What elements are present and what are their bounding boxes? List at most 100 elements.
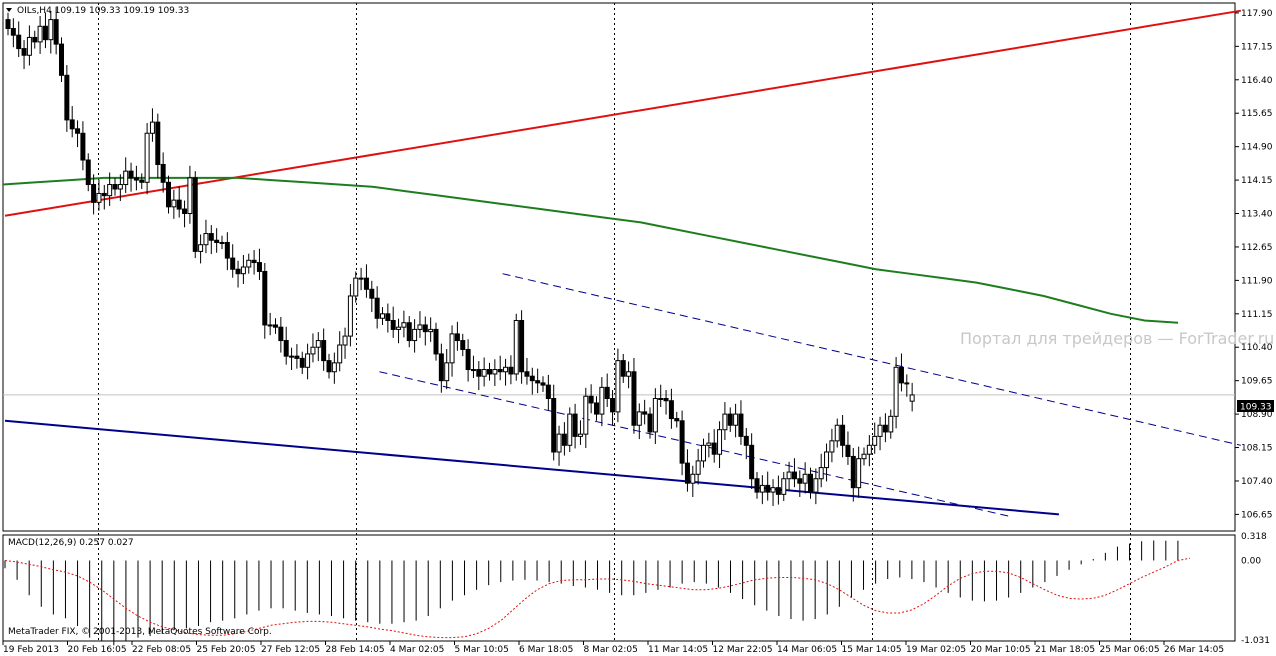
candle bbox=[599, 377, 605, 427]
candle bbox=[888, 409, 894, 439]
candle-body bbox=[16, 34, 22, 50]
candle bbox=[16, 21, 22, 58]
candle-body bbox=[176, 199, 182, 210]
candle bbox=[117, 174, 123, 202]
candle-body bbox=[235, 268, 241, 275]
candle-body bbox=[449, 333, 455, 364]
candle-body bbox=[631, 371, 637, 426]
candle-body bbox=[561, 433, 567, 446]
red-trendline[interactable] bbox=[4, 9, 1242, 217]
candle bbox=[299, 351, 305, 374]
candle bbox=[749, 433, 755, 489]
macd-tick-label: 0.00 bbox=[1241, 557, 1261, 567]
candle-body bbox=[80, 132, 86, 161]
candle bbox=[631, 357, 637, 434]
candle bbox=[91, 174, 97, 215]
candle-body bbox=[37, 25, 43, 43]
macd-histogram bbox=[4, 540, 1179, 646]
period-separators bbox=[98, 3, 1131, 641]
candle bbox=[492, 359, 498, 387]
candle-body bbox=[107, 184, 113, 197]
dropdown-arrow-icon[interactable] bbox=[6, 8, 12, 12]
candle-body bbox=[749, 444, 755, 480]
candle-body bbox=[326, 360, 332, 373]
macd-plot-frame bbox=[2, 534, 1236, 642]
candle bbox=[176, 186, 182, 218]
time-tick-label: 20 Mar 10:05 bbox=[971, 645, 1031, 655]
candle bbox=[133, 165, 139, 191]
candle bbox=[460, 333, 466, 357]
time-tick-label: 27 Feb 12:05 bbox=[261, 645, 320, 655]
candle bbox=[733, 403, 739, 438]
candle-body bbox=[101, 192, 107, 197]
macd-label: MACD(12,26,9) 0.257 0.027 bbox=[8, 538, 134, 548]
time-tick-label: 11 Mar 14:05 bbox=[648, 645, 708, 655]
candle bbox=[251, 250, 257, 275]
candle-body bbox=[668, 400, 674, 420]
candle bbox=[524, 357, 530, 385]
candle bbox=[487, 362, 492, 381]
time-tick-label: 14 Mar 06:05 bbox=[777, 645, 837, 655]
candle-body bbox=[412, 328, 418, 342]
candle bbox=[845, 431, 851, 465]
candle-body bbox=[267, 324, 273, 327]
candle-body bbox=[144, 132, 150, 183]
blue-trendline[interactable] bbox=[4, 419, 1060, 516]
time-tick-label: 28 Feb 14:05 bbox=[326, 645, 385, 655]
channel-upper-line[interactable] bbox=[502, 273, 1241, 446]
candle-body bbox=[438, 353, 444, 382]
candle bbox=[882, 413, 888, 443]
candle-body bbox=[256, 262, 262, 272]
candle-body bbox=[112, 184, 118, 190]
candle-body bbox=[765, 484, 771, 493]
candle bbox=[358, 267, 364, 291]
candle-body bbox=[75, 128, 81, 134]
candle-body bbox=[797, 478, 803, 484]
candle-body bbox=[187, 177, 193, 215]
candle-body bbox=[353, 277, 359, 297]
candle-body bbox=[155, 121, 161, 165]
candle bbox=[321, 328, 327, 371]
candle bbox=[26, 25, 32, 66]
candle-body bbox=[444, 362, 450, 382]
candle bbox=[775, 475, 781, 505]
price-tick-label: 108.90 bbox=[1241, 410, 1273, 420]
candle bbox=[829, 428, 835, 463]
candle bbox=[909, 382, 915, 412]
candle-body bbox=[759, 484, 765, 493]
candle-body bbox=[26, 36, 32, 56]
candle bbox=[85, 153, 91, 192]
time-tick-label: 8 Mar 02:05 bbox=[584, 645, 638, 655]
candle-body bbox=[717, 429, 723, 455]
candle bbox=[727, 407, 733, 432]
candle-body bbox=[428, 328, 434, 333]
candle-body bbox=[53, 19, 59, 45]
candle bbox=[342, 327, 348, 359]
candle bbox=[444, 349, 450, 390]
candle-body bbox=[909, 394, 915, 402]
candle bbox=[583, 387, 589, 448]
candle bbox=[647, 407, 653, 439]
candle bbox=[658, 384, 664, 407]
candle bbox=[187, 165, 193, 224]
trend-lines bbox=[4, 9, 1242, 518]
candle-body bbox=[738, 413, 744, 437]
candle bbox=[294, 344, 300, 369]
current-price-box bbox=[1237, 400, 1274, 412]
price-tick-label: 114.15 bbox=[1241, 176, 1273, 186]
candle bbox=[642, 399, 648, 425]
candle bbox=[840, 414, 846, 458]
candle-body bbox=[422, 324, 428, 333]
candle bbox=[53, 7, 59, 55]
candle-body bbox=[369, 288, 375, 299]
candle-body bbox=[230, 257, 236, 270]
candle-body bbox=[305, 353, 311, 368]
price-tick-label: 106.65 bbox=[1241, 510, 1273, 520]
candle-body bbox=[674, 418, 680, 422]
candle bbox=[866, 435, 872, 467]
candle bbox=[690, 465, 696, 498]
channel-lower-line[interactable] bbox=[379, 371, 1011, 518]
candle-body bbox=[567, 413, 573, 446]
candle-body bbox=[577, 433, 583, 437]
